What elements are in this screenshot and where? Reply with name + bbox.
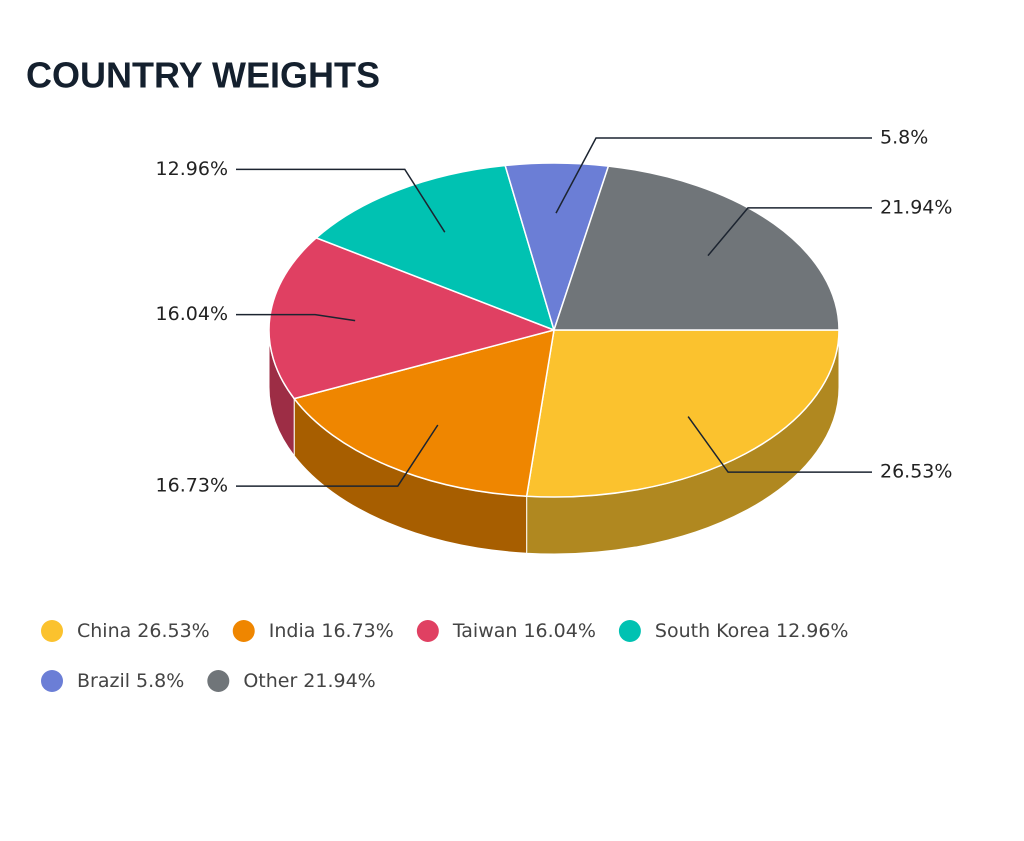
legend-label: South Korea 12.96%	[655, 620, 849, 642]
legend-item: Other 21.94%	[207, 670, 376, 692]
leader-line	[687, 416, 872, 473]
legend-label: Brazil 5.8%	[77, 670, 184, 692]
legend-item: Brazil 5.8%	[41, 670, 184, 692]
leader-line	[236, 424, 439, 487]
legend-item: India 16.73%	[232, 620, 394, 642]
slice	[552, 165, 840, 331]
data-label: 12.96%	[156, 158, 228, 180]
legend-item: China 26.53%	[41, 620, 210, 642]
chart-title: COUNTRY WEIGHTS	[26, 55, 380, 96]
leader-line	[707, 207, 872, 257]
legend-swatch	[232, 620, 255, 642]
slice	[525, 329, 840, 498]
legend-name: China	[77, 620, 131, 642]
legend-label: Taiwan 16.04%	[452, 620, 596, 642]
legend-label: China 26.53%	[77, 620, 210, 642]
slice	[292, 328, 555, 498]
legend-name: Taiwan	[452, 620, 518, 642]
leader-line	[236, 313, 356, 322]
legend-name: Brazil	[77, 670, 130, 692]
slice	[314, 164, 556, 332]
legend-value: 5.8%	[136, 670, 184, 692]
legend-value: 12.96%	[776, 620, 848, 642]
legend-label: Other 21.94%	[243, 670, 375, 692]
legend-value: 26.53%	[137, 620, 209, 642]
data-label: 16.73%	[156, 475, 228, 497]
legend-name: India	[269, 620, 316, 642]
data-label: 21.94%	[880, 196, 952, 218]
legend-name: South Korea	[655, 620, 770, 642]
data-label: 5.8%	[880, 127, 928, 149]
slice	[268, 237, 557, 400]
data-label: 26.53%	[880, 461, 952, 483]
leader-line	[555, 137, 872, 214]
legend-item: Taiwan 16.04%	[416, 620, 596, 642]
data-label: 16.04%	[156, 303, 228, 325]
legend-name: Other	[243, 670, 297, 692]
leader-line	[236, 168, 446, 233]
legend-value: 16.73%	[321, 620, 393, 642]
legend-swatch	[207, 670, 230, 692]
legend-value: 16.04%	[523, 620, 595, 642]
legend-swatch	[41, 670, 63, 692]
legend-swatch	[618, 620, 641, 642]
legend-swatch	[41, 620, 63, 642]
legend-value: 21.94%	[303, 670, 375, 692]
legend-label: India 16.73%	[269, 620, 394, 642]
legend-swatch	[416, 620, 439, 642]
legend-item: South Korea 12.96%	[618, 620, 849, 642]
